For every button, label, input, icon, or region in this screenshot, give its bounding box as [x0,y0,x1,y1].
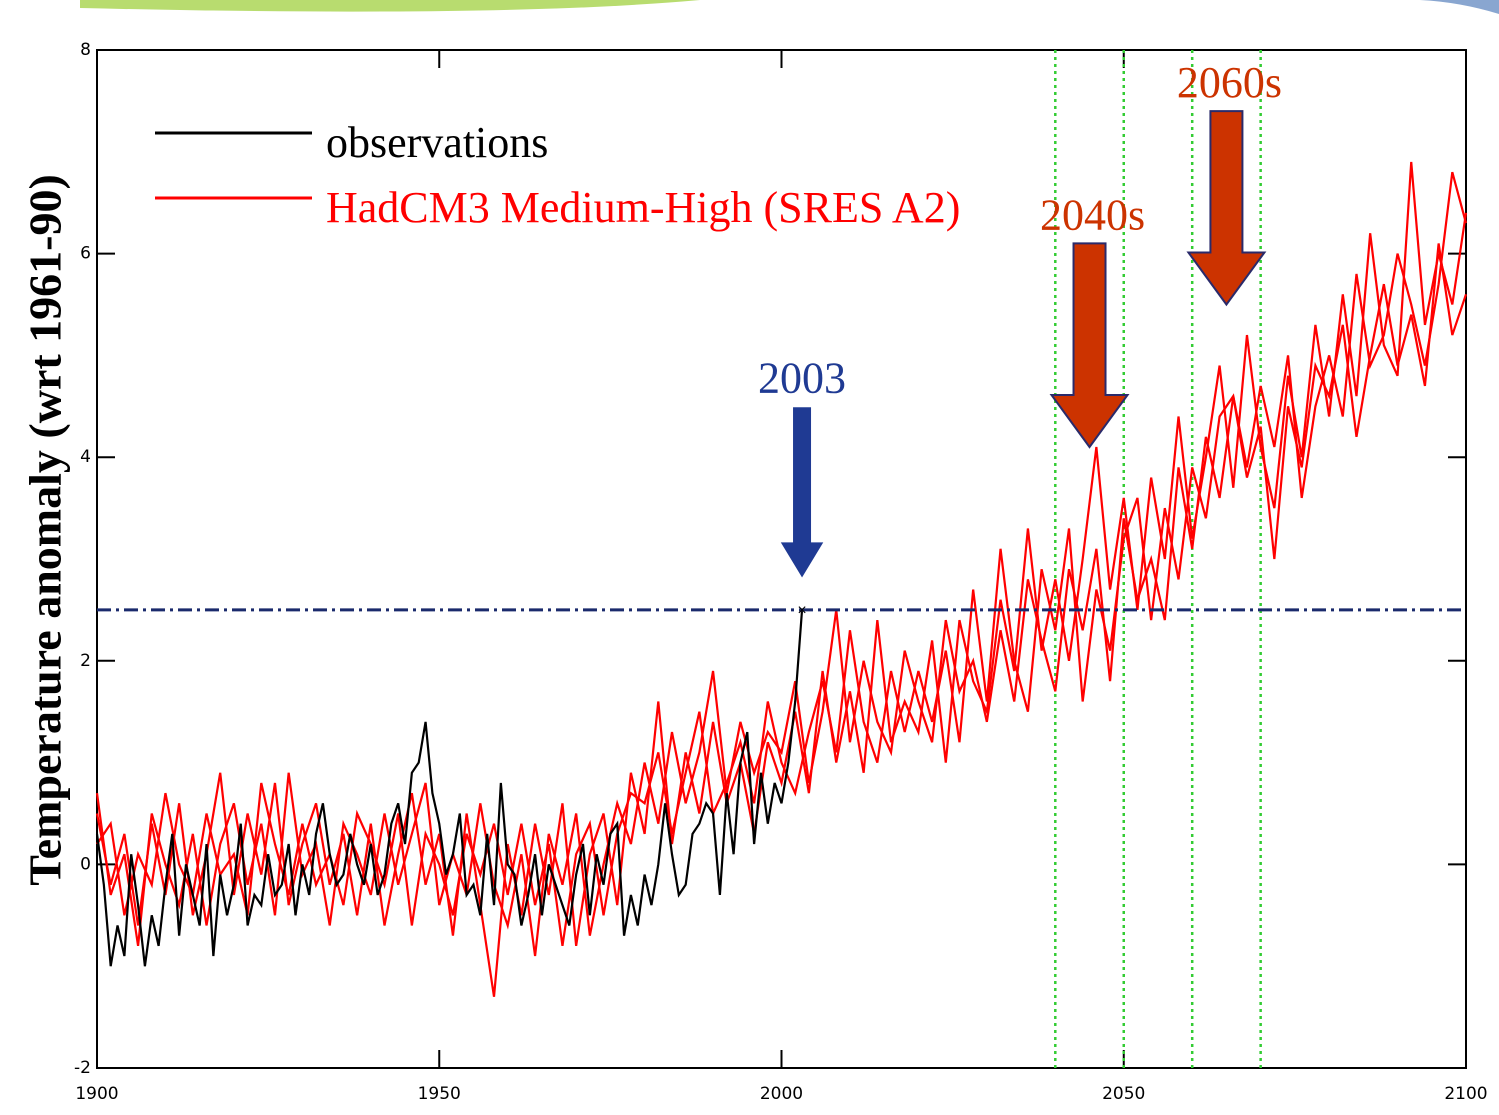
arrow [1186,110,1267,307]
arrow [1049,242,1130,449]
legend-label: observations [326,118,548,167]
series-line [95,609,804,967]
banner-decoration [80,0,700,12]
series-line [96,171,1468,947]
x-tick-label: 2100 [1444,1084,1487,1104]
obs-marker: × [797,602,806,619]
x-tick-label: 2000 [760,1084,803,1104]
y-tick-label: 2 [80,651,91,671]
x-tick-label: 2050 [1102,1084,1145,1104]
annotation-label: 2060s [1177,58,1282,107]
y-tick-label: 0 [80,854,91,874]
y-tick-label: 6 [80,244,91,264]
x-tick-label: 1950 [418,1084,461,1104]
arrow [777,405,827,582]
series-line [95,161,1468,997]
legend-label: HadCM3 Medium-High (SRES A2) [326,183,960,232]
y-tick-label: 4 [80,447,91,467]
y-axis-label: Temperature anomaly (wrt 1961-90) [20,174,71,886]
annotation-label: 2040s [1040,191,1145,240]
y-tick-label: 8 [80,40,91,60]
annotation-label: 2003 [758,353,846,402]
x-tick-label: 1900 [75,1084,118,1104]
y-tick-label: -2 [74,1058,91,1078]
banner-decoration [1420,0,1499,14]
